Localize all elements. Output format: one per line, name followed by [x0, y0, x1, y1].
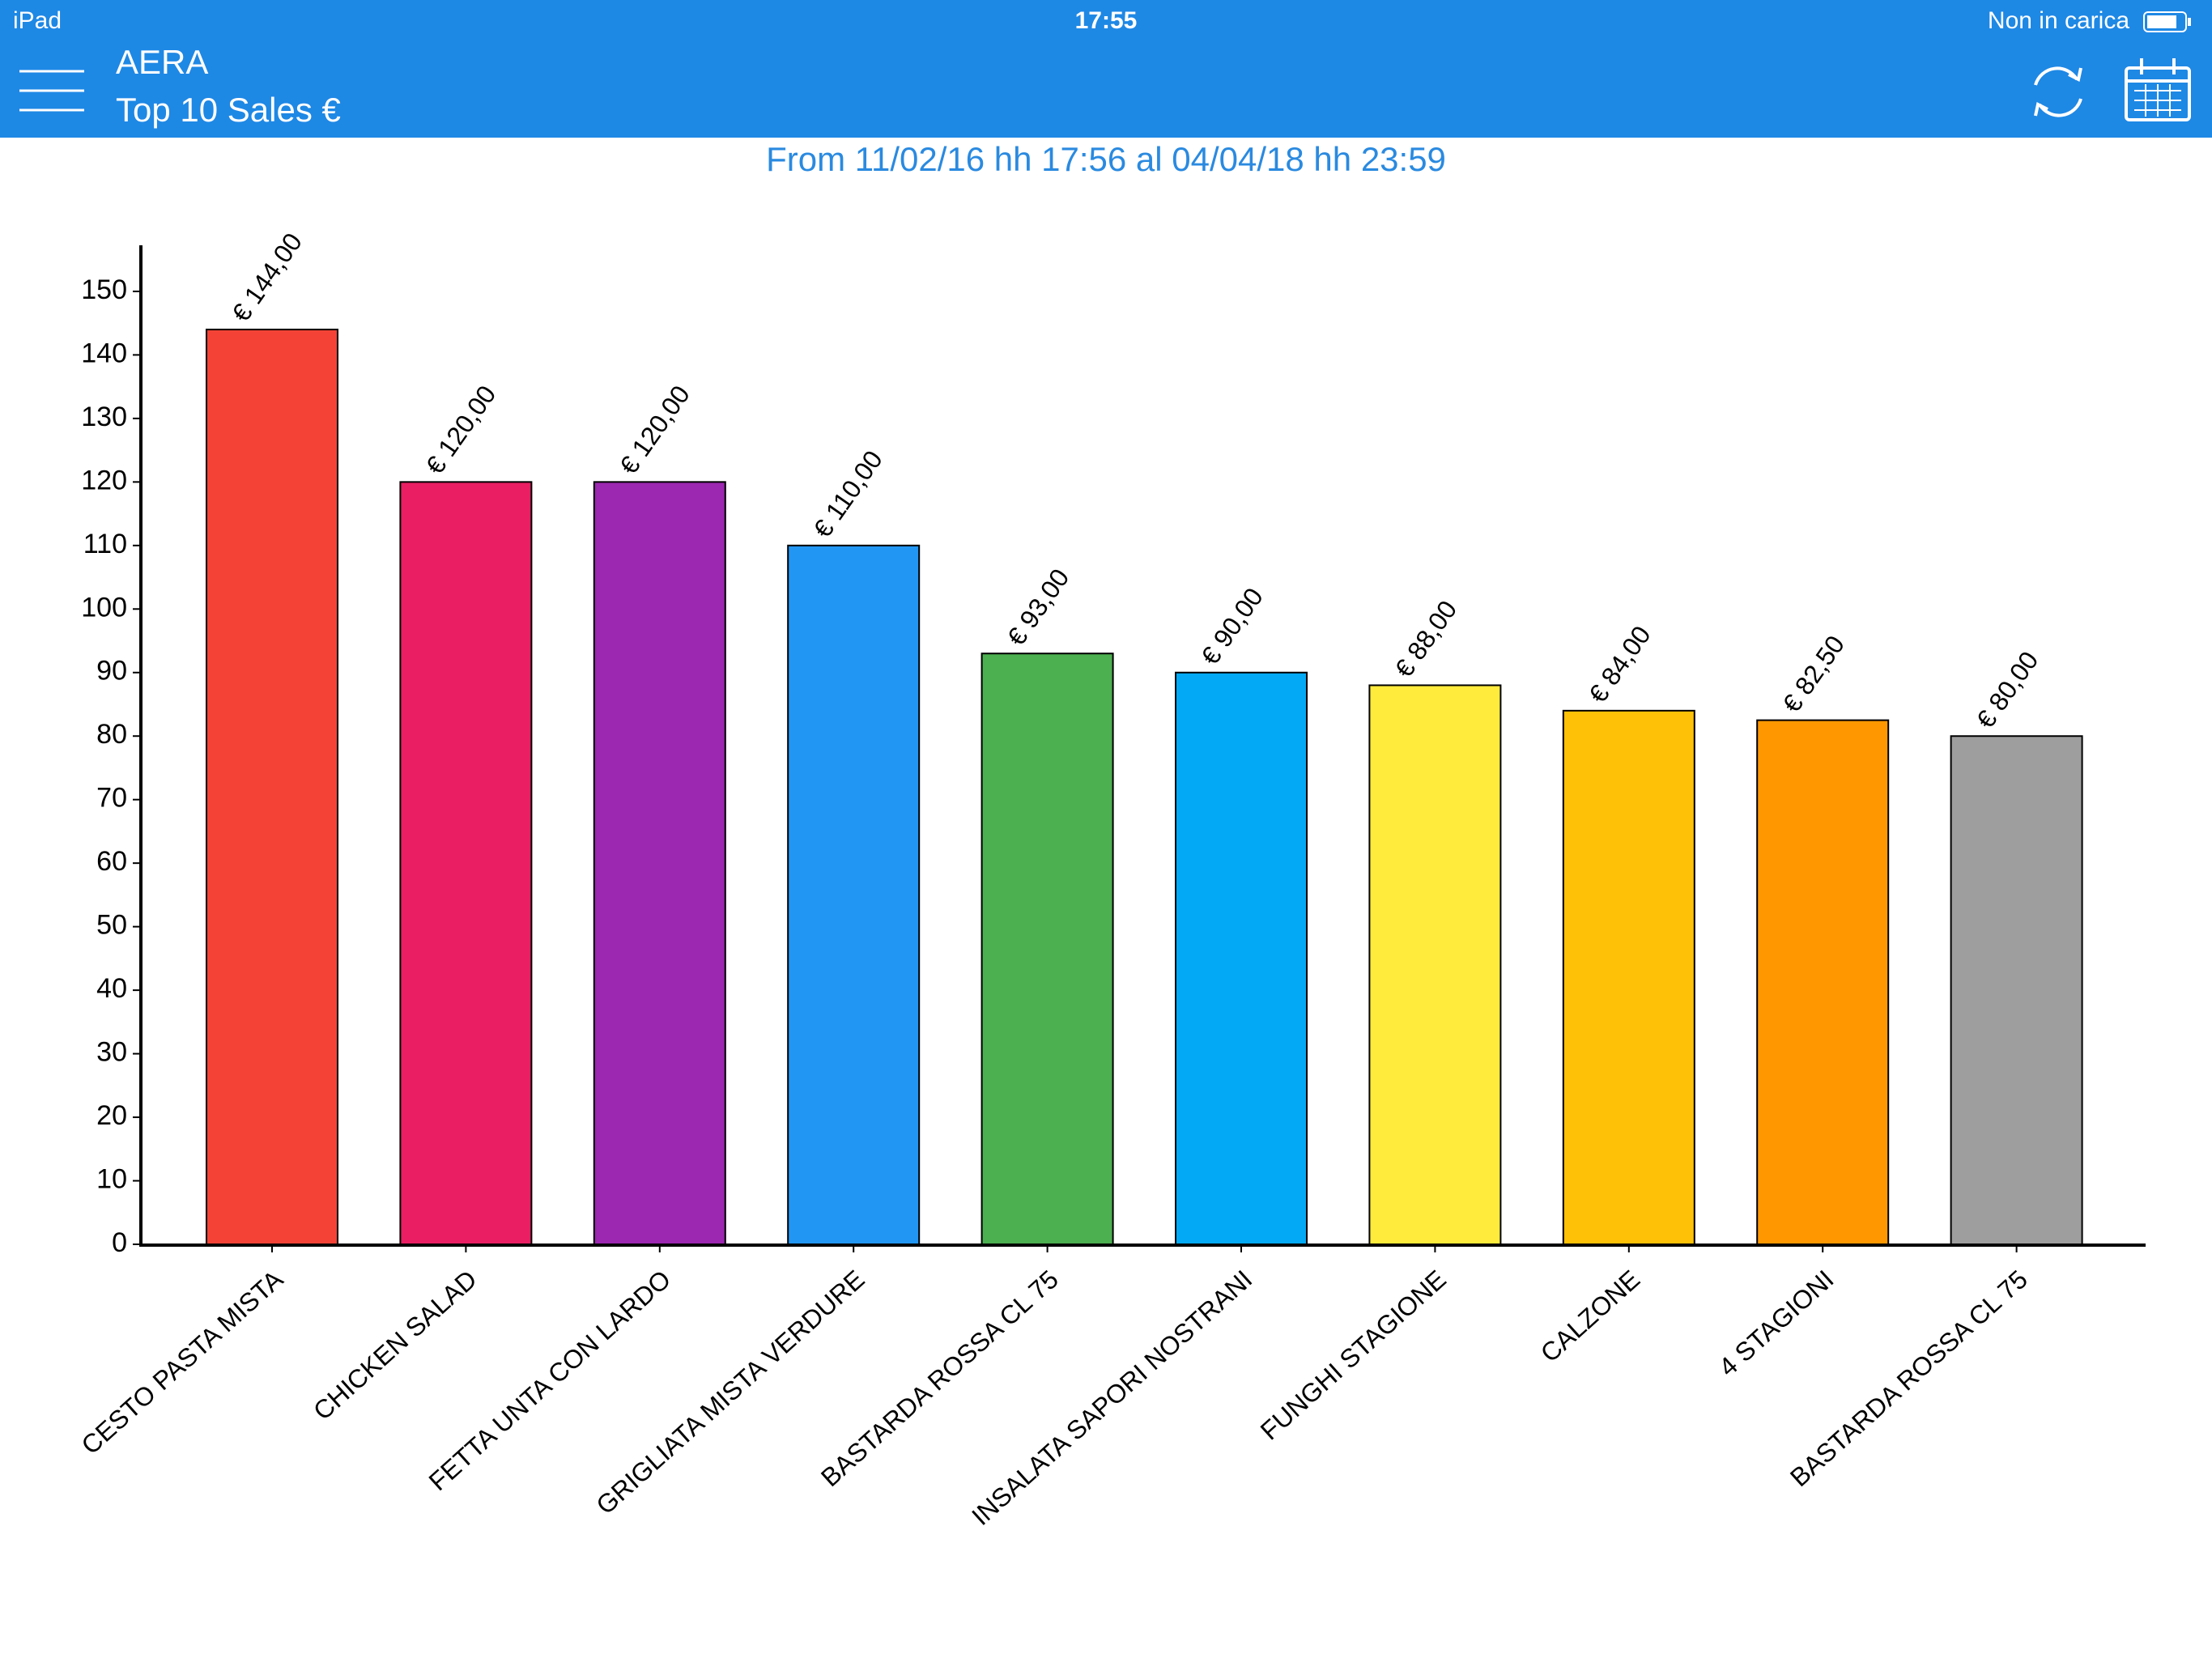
y-tick-label: 70 [96, 783, 127, 814]
y-tick-label: 80 [96, 719, 127, 750]
y-tick-label: 100 [81, 592, 127, 623]
y-tick-label: 140 [81, 338, 127, 368]
calendar-button[interactable] [2125, 58, 2191, 121]
page-title: Top 10 Sales € [116, 91, 341, 129]
bar [1562, 709, 1695, 1245]
refresh-button[interactable] [2034, 66, 2082, 117]
nav-bar [0, 0, 2212, 138]
x-tick-label: 4 STAGIONI [1713, 1265, 1840, 1382]
value-label: € 110,00 [807, 445, 888, 543]
value-label: € 120,00 [614, 380, 696, 480]
value-label: € 88,00 [1389, 595, 1463, 682]
status-time: 17:55 [1075, 7, 1138, 34]
value-label: € 120,00 [420, 380, 502, 480]
bar [206, 329, 338, 1246]
bar [1756, 719, 1890, 1245]
y-tick-label: 90 [96, 656, 127, 687]
status-device: iPad [13, 7, 62, 34]
bar [1950, 735, 2083, 1245]
app-name: AERA [116, 43, 208, 81]
bar [1175, 671, 1308, 1245]
bar [981, 653, 1114, 1245]
x-tick-label: FUNGHI STAGIONE [1255, 1265, 1452, 1446]
y-tick-label: 60 [96, 846, 127, 877]
chart-subtitle: From 11/02/16 hh 17:56 al 04/04/18 hh 23… [766, 140, 1446, 178]
bar [787, 544, 921, 1245]
y-tick-label: 40 [96, 973, 127, 1004]
y-tick-label: 10 [96, 1164, 127, 1195]
value-label: € 90,00 [1195, 583, 1269, 670]
bar [593, 481, 726, 1245]
y-tick-label: 130 [81, 402, 127, 432]
value-label: € 80,00 [1971, 646, 2044, 733]
y-tick-label: 50 [96, 910, 127, 941]
value-label: € 93,00 [1002, 563, 1075, 651]
y-tick-label: 110 [83, 529, 127, 559]
menu-button[interactable] [19, 70, 84, 112]
y-tick-label: 150 [81, 274, 127, 305]
status-battery: Non in carica [1988, 7, 2129, 34]
y-tick-label: 0 [112, 1227, 127, 1258]
bar [399, 481, 533, 1245]
value-label: € 144,00 [226, 227, 308, 327]
bar [1368, 684, 1502, 1245]
value-label: € 84,00 [1583, 621, 1657, 708]
battery-icon [2143, 11, 2191, 32]
y-tick-label: 20 [96, 1100, 127, 1131]
y-tick-label: 120 [81, 465, 127, 495]
x-tick-label: CESTO PASTA MISTA [76, 1264, 289, 1460]
y-tick-label: 30 [96, 1037, 127, 1068]
value-label: € 82,50 [1776, 630, 1850, 717]
x-tick-label: CALZONE [1535, 1265, 1645, 1368]
x-tick-label: CHICKEN SALAD [308, 1265, 483, 1426]
